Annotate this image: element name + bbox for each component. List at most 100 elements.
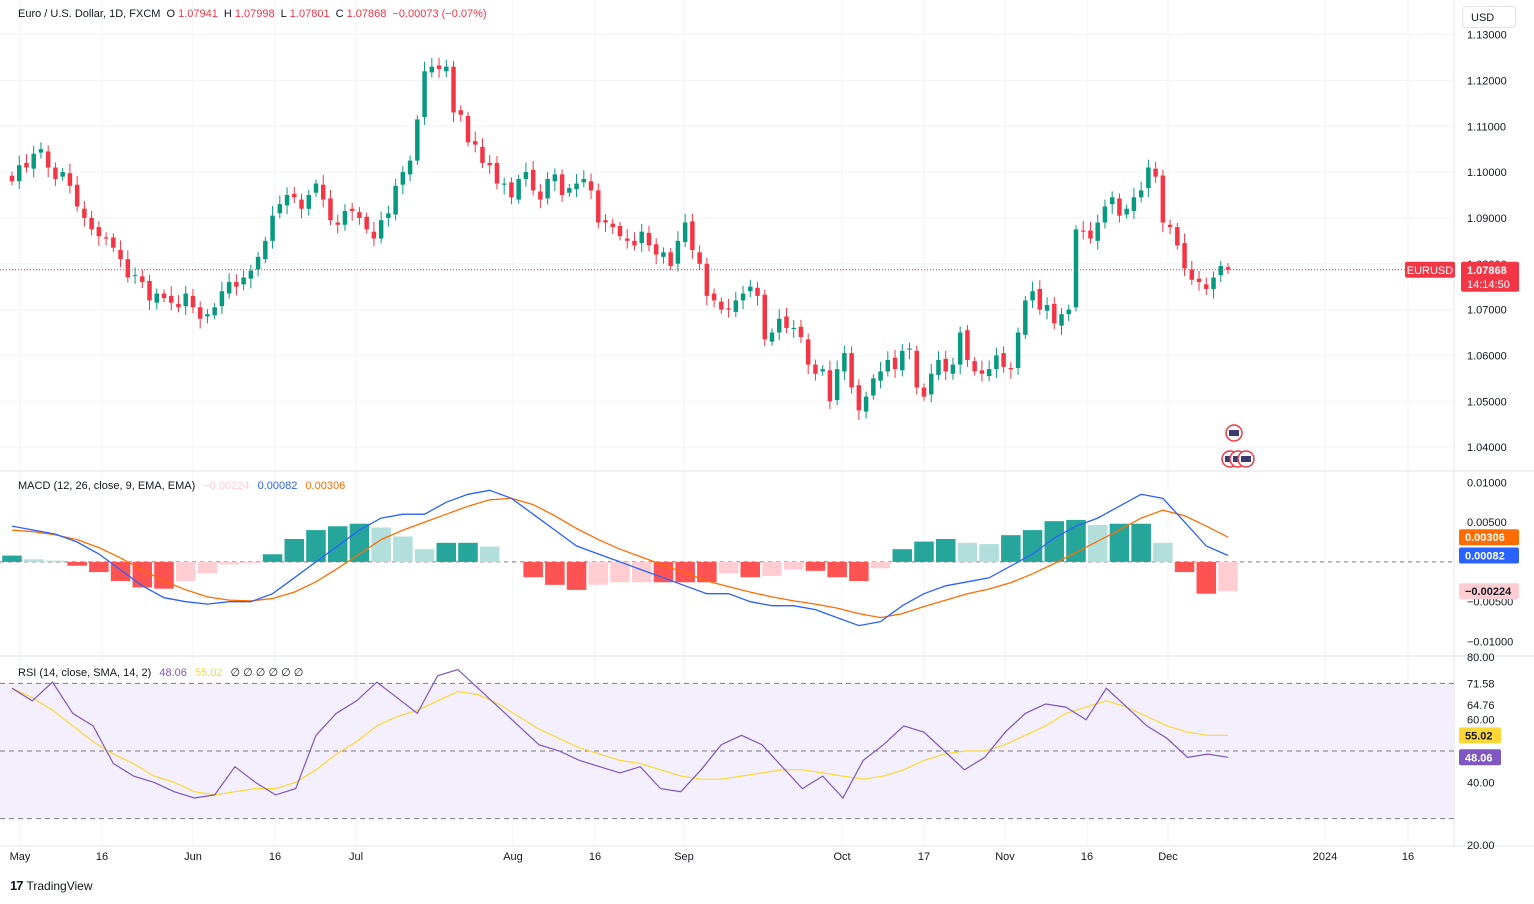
candle-body — [168, 295, 174, 303]
candle-body — [313, 183, 319, 193]
tradingview-logo[interactable]: 17 TradingView — [10, 878, 93, 893]
candle-body — [596, 190, 601, 223]
symbol-title[interactable]: Euro / U.S. Dollar, 1D, FXCM — [18, 8, 161, 20]
candle-body — [161, 293, 167, 299]
candle-body — [349, 208, 355, 212]
rsi-tick-4: 40.00 — [1467, 777, 1495, 789]
candle-body — [147, 280, 152, 301]
macd-hist-bar — [892, 549, 913, 562]
candle-body — [38, 149, 44, 153]
candle-body — [1175, 227, 1180, 246]
candle-body — [212, 307, 217, 316]
candle-body — [1225, 267, 1231, 270]
candle-body — [755, 287, 760, 296]
macd-hist-bar — [805, 561, 826, 571]
macd-hist-bar — [1066, 519, 1086, 562]
time-label-2: Jun — [184, 851, 202, 863]
last-price-tag: 1.07868 — [1467, 265, 1507, 277]
candle-body — [197, 307, 203, 319]
candle-body — [907, 348, 912, 350]
candle-body — [400, 172, 406, 185]
countdown-tag: 14:14:50 — [1467, 279, 1510, 291]
candle-body — [436, 65, 442, 69]
candle-body — [784, 316, 789, 328]
macd-hist-bar — [23, 559, 44, 562]
candle-body — [386, 213, 391, 218]
candle-body — [1044, 305, 1050, 311]
low-value: 1.07801 — [289, 8, 330, 20]
rsi-line-value: 48.06 — [159, 667, 187, 679]
candle-body — [429, 66, 435, 73]
candle-body — [928, 373, 934, 395]
candle-body — [776, 318, 782, 333]
macd-hist-bar — [1022, 530, 1043, 562]
economic-event-markers[interactable] — [1221, 424, 1255, 468]
rsi-ma-tag-bg — [1459, 727, 1501, 744]
candle-body — [943, 358, 948, 372]
time-label-3: 16 — [269, 851, 281, 863]
candle-body — [762, 294, 768, 340]
macd-hist-bar — [1174, 561, 1195, 573]
candle-body — [1211, 277, 1216, 289]
candle-body — [494, 162, 500, 184]
macd-hist-bar — [219, 561, 239, 565]
rsi-tick-3: 60.00 — [1467, 715, 1495, 727]
candle-body — [871, 378, 876, 396]
candle-body — [994, 355, 999, 370]
candle-body — [1088, 230, 1093, 239]
candle-body — [248, 270, 254, 279]
candle-body — [472, 141, 478, 145]
candle-body — [111, 237, 116, 248]
macd-hist-bar — [697, 561, 717, 583]
macd-tick-1: 0.00500 — [1467, 517, 1507, 529]
candle-body — [407, 160, 413, 175]
macd-hist-bar — [436, 542, 457, 562]
candle-body — [371, 231, 377, 239]
rsi-ma-value: 55.02 — [194, 667, 223, 679]
candle-body — [1102, 206, 1108, 223]
macd-tick-0: 0.01000 — [1467, 477, 1507, 489]
rsi-legend-title[interactable]: RSI (14, close, SMA, 14, 2) — [18, 667, 152, 679]
time-label-4: Jul — [349, 851, 363, 863]
candle-body — [241, 277, 246, 285]
candle-body — [726, 308, 731, 310]
macd-legend-title[interactable]: MACD (12, 26, close, 9, EMA, EMA) — [18, 480, 196, 492]
candle-body — [255, 256, 261, 270]
low-label: L — [280, 8, 287, 20]
candle-body — [1059, 314, 1064, 326]
candle-body — [791, 327, 796, 330]
macd-signal-value: 0.00306 — [305, 480, 346, 492]
candle-body — [1153, 168, 1158, 177]
currency-button[interactable]: USD — [1462, 6, 1516, 28]
candle-body — [530, 169, 536, 191]
candle-body — [45, 151, 51, 168]
candle-body — [900, 350, 905, 371]
candle-body — [103, 237, 109, 239]
candle-body — [1066, 309, 1072, 315]
candle-body — [516, 178, 521, 200]
candle-body — [559, 174, 565, 195]
time-label-5: Aug — [503, 851, 523, 863]
macd-hist-bar — [371, 527, 391, 562]
macd-hist-bar — [935, 538, 956, 562]
high-value: 1.07998 — [234, 8, 275, 20]
macd-hist-bar — [241, 561, 261, 564]
candle-body — [733, 300, 739, 312]
macd-hist-bar — [262, 554, 283, 562]
candle-body — [1189, 269, 1195, 280]
macd-hist-bar — [1196, 561, 1217, 594]
candle-body — [538, 191, 543, 200]
candle-body — [226, 282, 232, 294]
candle-body — [74, 184, 80, 207]
symbol-tag: EURUSD — [1407, 265, 1454, 277]
macd-hist-bar — [827, 561, 847, 578]
macd-hist-bar — [175, 561, 196, 582]
macd-hist-bar — [870, 561, 891, 569]
tradingview-logo-icon: 17 — [10, 878, 24, 893]
macd-line-value: 0.00082 — [257, 480, 298, 492]
candle-body — [16, 165, 22, 182]
time-label-7: Sep — [674, 851, 694, 863]
price-candles — [0, 57, 1454, 421]
time-label-9: 17 — [918, 851, 930, 863]
